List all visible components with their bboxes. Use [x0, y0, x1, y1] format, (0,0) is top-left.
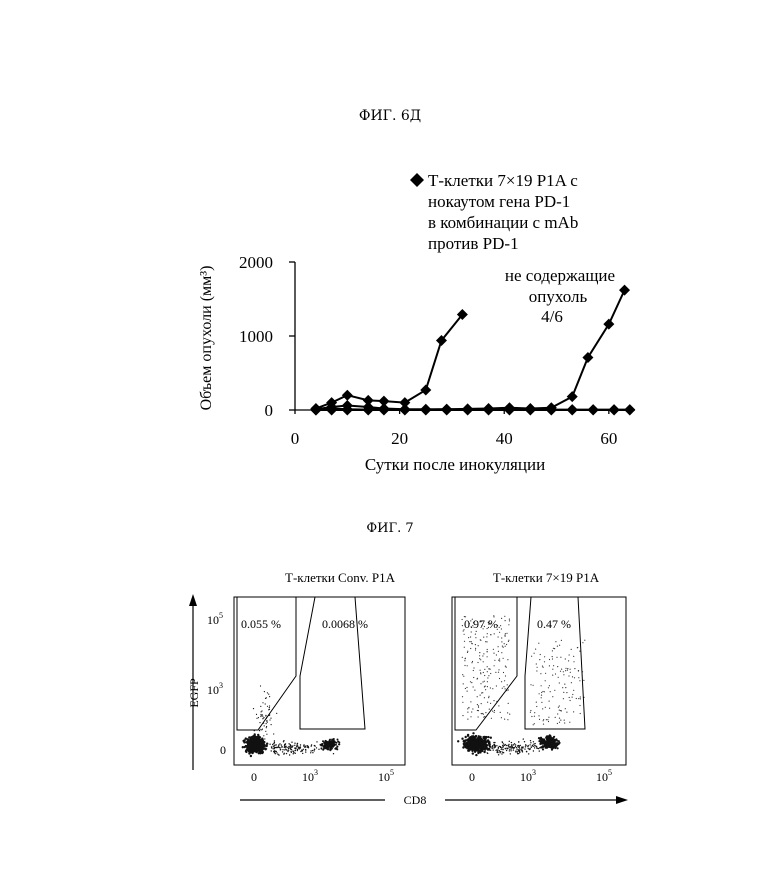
- x-axis-label: CD8: [404, 793, 427, 807]
- y-tick-zero: 0: [220, 743, 226, 757]
- y-axis-arrowhead: [189, 594, 197, 606]
- panel-1-x-tick-zero: 0: [251, 770, 257, 784]
- panel-1-scatter: [242, 685, 341, 757]
- x-axis-arrowhead: [616, 796, 628, 804]
- panel-1-right-gate-pct: 0.0068 %: [322, 617, 368, 631]
- panel-1-title: Т-клетки Conv. P1A: [285, 570, 396, 585]
- y-axis-label: EGFP: [187, 678, 201, 708]
- panel-1-left-gate-pct: 0.055 %: [241, 617, 281, 631]
- y-tick-top: 105: [207, 611, 223, 627]
- panel-2-left-gate-pct: 0.97 %: [464, 617, 498, 631]
- panel-2-title: Т-клетки 7×19 P1A: [493, 570, 600, 585]
- panel-1-x-tick-mid: 103: [302, 768, 318, 784]
- panel-2-x-tick-zero: 0: [469, 770, 475, 784]
- y-tick-mid: 103: [207, 681, 223, 697]
- panel-2-x-tick-mid: 103: [520, 768, 536, 784]
- panel-1-x-tick-end: 105: [378, 768, 394, 784]
- panel-2-right-gate-pct: 0.47 %: [537, 617, 571, 631]
- panel-2-x-tick-end: 105: [596, 768, 612, 784]
- panel-2-scatter: [457, 615, 585, 756]
